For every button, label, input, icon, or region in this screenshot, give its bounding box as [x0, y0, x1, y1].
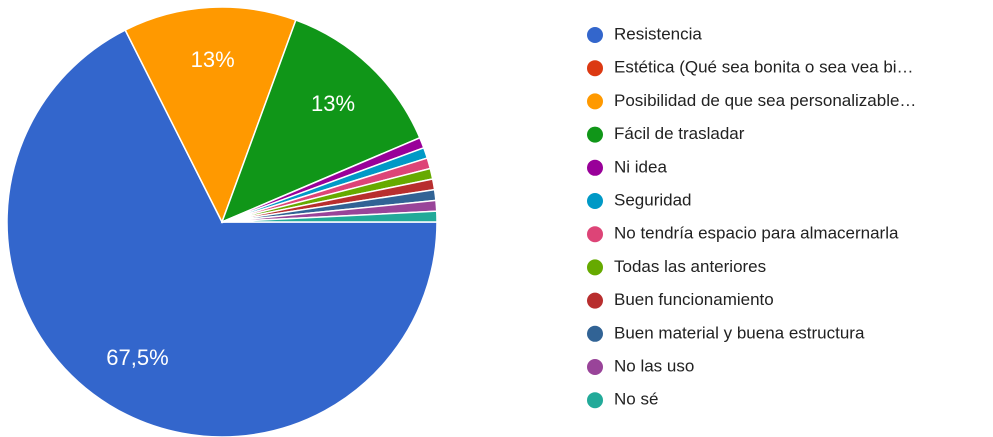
slice-label: 13%: [191, 47, 235, 72]
legend-label: Resistencia: [614, 24, 702, 43]
legend-marker: [587, 126, 603, 143]
legend-marker: [587, 60, 603, 77]
pie-slice: [6, 29, 438, 437]
legend-marker: [587, 226, 603, 243]
legend-label: Todas las anteriores: [614, 257, 766, 276]
legend-marker: [587, 359, 603, 375]
legend-marker: [587, 159, 603, 176]
legend-label: Buen funcionamiento: [614, 290, 774, 309]
legend-marker: [587, 27, 603, 43]
pie-slice: [124, 6, 297, 224]
legend-label: Seguridad: [614, 190, 692, 209]
legend-label: Posibilidad de que sea personalizable…: [614, 91, 916, 110]
legend-label: Estética (Qué sea bonita o sea vea bi…: [614, 58, 914, 77]
pie-slice: [220, 19, 421, 224]
legend-label: Ni idea: [614, 157, 667, 176]
pie-slice: [221, 210, 438, 223]
slice-label: 67,5%: [106, 345, 168, 370]
legend-label: No las uso: [614, 356, 694, 375]
legend-label: No sé: [614, 390, 658, 409]
legend-marker: [587, 93, 603, 110]
legend-marker: [587, 392, 603, 409]
slice-label: 13%: [311, 91, 355, 116]
legend-label: Fácil de trasladar: [614, 124, 745, 143]
legend-marker: [587, 193, 603, 209]
legend-label: No tendría espacio para almacernarla: [614, 224, 899, 243]
legend-label: Buen material y buena estructura: [614, 323, 865, 342]
legend-marker: [587, 292, 603, 309]
legend-marker: [587, 259, 603, 276]
legend-marker: [587, 325, 603, 342]
